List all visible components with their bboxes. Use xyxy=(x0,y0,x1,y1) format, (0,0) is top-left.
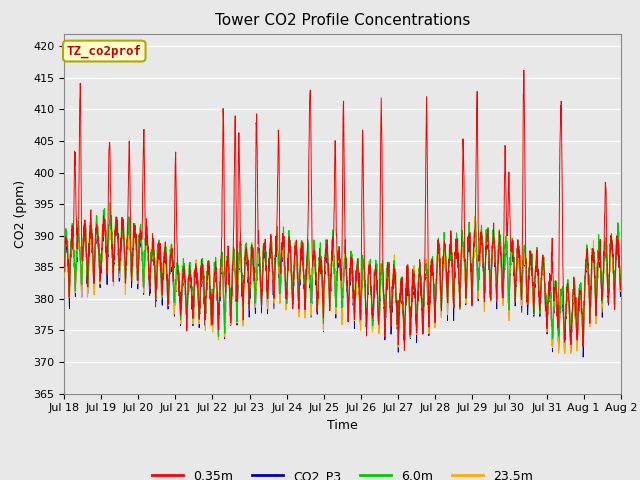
0.35m xyxy=(216,312,223,317)
23.5m xyxy=(100,213,108,219)
6.0m xyxy=(60,270,68,276)
Line: 6.0m: 6.0m xyxy=(64,203,621,343)
6.0m xyxy=(216,286,223,292)
CO2_P3 xyxy=(504,290,512,296)
Legend: 0.35m, CO2_P3, 6.0m, 23.5m: 0.35m, CO2_P3, 6.0m, 23.5m xyxy=(147,465,538,480)
CO2_P3 xyxy=(617,290,625,296)
CO2_P3 xyxy=(584,256,591,262)
CO2_P3 xyxy=(568,323,575,328)
23.5m xyxy=(568,321,576,326)
6.0m xyxy=(504,282,512,288)
23.5m xyxy=(216,294,223,300)
23.5m xyxy=(584,252,591,257)
CO2_P3 xyxy=(100,217,108,223)
0.35m xyxy=(520,68,527,73)
6.0m xyxy=(371,267,379,273)
Line: CO2_P3: CO2_P3 xyxy=(64,220,621,357)
0.35m xyxy=(371,294,378,300)
0.35m xyxy=(568,313,576,319)
0.35m xyxy=(60,269,68,275)
Title: Tower CO2 Profile Concentrations: Tower CO2 Profile Concentrations xyxy=(214,13,470,28)
CO2_P3 xyxy=(60,272,68,277)
0.35m xyxy=(401,348,408,353)
0.35m xyxy=(617,281,625,287)
6.0m xyxy=(567,340,575,346)
0.35m xyxy=(504,188,512,194)
23.5m xyxy=(60,275,68,280)
23.5m xyxy=(504,289,512,295)
Line: 23.5m: 23.5m xyxy=(64,216,621,354)
6.0m xyxy=(359,252,367,258)
23.5m xyxy=(561,351,569,357)
CO2_P3 xyxy=(371,279,379,285)
6.0m xyxy=(106,200,114,205)
Line: 0.35m: 0.35m xyxy=(64,71,621,350)
CO2_P3 xyxy=(216,300,223,306)
23.5m xyxy=(617,286,625,291)
6.0m xyxy=(568,316,576,322)
0.35m xyxy=(358,133,366,139)
0.35m xyxy=(584,246,591,252)
CO2_P3 xyxy=(579,354,587,360)
6.0m xyxy=(617,272,625,278)
23.5m xyxy=(371,279,379,285)
Y-axis label: CO2 (ppm): CO2 (ppm) xyxy=(15,180,28,248)
23.5m xyxy=(359,262,367,267)
Text: TZ_co2prof: TZ_co2prof xyxy=(67,44,142,58)
6.0m xyxy=(584,251,591,257)
CO2_P3 xyxy=(359,275,367,280)
X-axis label: Time: Time xyxy=(327,419,358,432)
